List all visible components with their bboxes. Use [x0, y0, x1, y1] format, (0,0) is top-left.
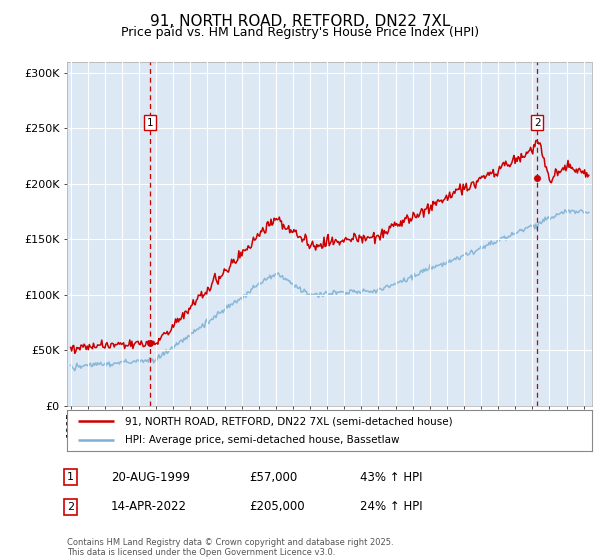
Text: 91, NORTH ROAD, RETFORD, DN22 7XL: 91, NORTH ROAD, RETFORD, DN22 7XL — [150, 14, 450, 29]
Text: Contains HM Land Registry data © Crown copyright and database right 2025.
This d: Contains HM Land Registry data © Crown c… — [67, 538, 394, 557]
Text: 1: 1 — [67, 472, 74, 482]
Text: 14-APR-2022: 14-APR-2022 — [111, 500, 187, 514]
Text: 20-AUG-1999: 20-AUG-1999 — [111, 470, 190, 484]
Text: 43% ↑ HPI: 43% ↑ HPI — [360, 470, 422, 484]
Text: HPI: Average price, semi-detached house, Bassetlaw: HPI: Average price, semi-detached house,… — [125, 435, 400, 445]
Text: Price paid vs. HM Land Registry's House Price Index (HPI): Price paid vs. HM Land Registry's House … — [121, 26, 479, 39]
Text: 91, NORTH ROAD, RETFORD, DN22 7XL (semi-detached house): 91, NORTH ROAD, RETFORD, DN22 7XL (semi-… — [125, 417, 452, 426]
Text: 2: 2 — [534, 118, 541, 128]
Text: £205,000: £205,000 — [249, 500, 305, 514]
Text: 1: 1 — [146, 118, 153, 128]
Text: £57,000: £57,000 — [249, 470, 297, 484]
Text: 2: 2 — [67, 502, 74, 512]
Text: 24% ↑ HPI: 24% ↑ HPI — [360, 500, 422, 514]
